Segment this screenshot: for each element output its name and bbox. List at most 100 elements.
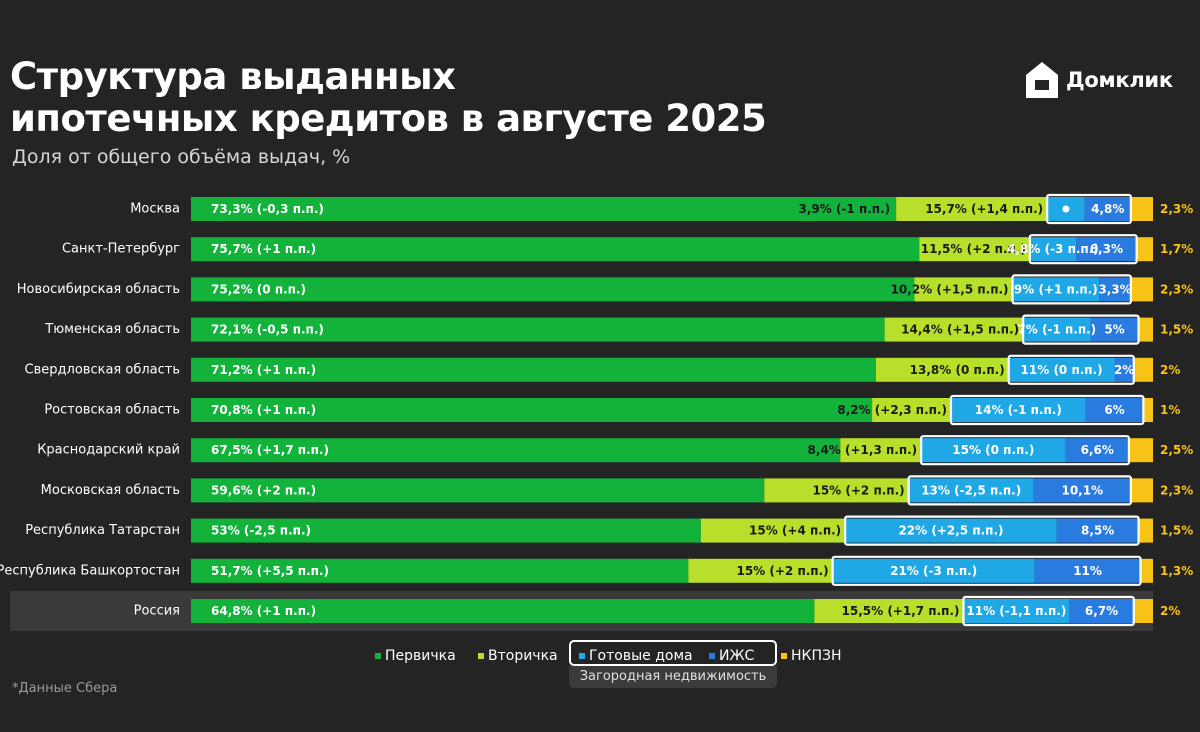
data-label-nkpzn: 1,3% <box>1160 564 1193 578</box>
category-label: Ростовская область <box>44 403 180 418</box>
bar-segment <box>1128 438 1153 463</box>
bar-segment <box>1138 317 1153 342</box>
category-label: Свердловская область <box>25 362 180 377</box>
legend-group-label: Загородная недвижимость <box>569 666 777 688</box>
bar-segment <box>1085 398 1144 422</box>
data-label-nkpzn: 2,3% <box>1160 483 1193 497</box>
legend-item-ready-houses: Готовые дома <box>579 648 693 664</box>
bar-segment <box>1033 478 1131 503</box>
legend-swatch-nkpzn <box>781 653 787 659</box>
bar-segment <box>1065 438 1129 463</box>
bar-segment <box>1133 357 1153 382</box>
data-label-nkpzn: 1,7% <box>1160 242 1193 256</box>
data-label-secondary: 15,7% (+1,4 п.п.) <box>925 202 1043 216</box>
data-label-nkpzn: 2% <box>1160 604 1180 618</box>
suburban-frame <box>920 435 1131 466</box>
data-label-izhs: 8,5% <box>1081 524 1114 538</box>
bar-segment <box>1076 237 1137 262</box>
legend-label-izhs: ИЖС <box>719 648 755 664</box>
data-label-nkpzn: 2,3% <box>1160 282 1193 296</box>
bar-segment <box>191 518 701 543</box>
data-label-ready-houses: 11% (0 п.п.) <box>1021 363 1103 377</box>
bar-segment <box>191 478 765 503</box>
data-label-secondary: 15% (+4 п.п.) <box>749 524 841 538</box>
data-label-izhs: 3,3% <box>1098 282 1131 296</box>
bar-segment <box>191 558 689 583</box>
logo-text: Домклик <box>1066 68 1173 92</box>
bar-segment <box>700 518 846 543</box>
data-label-ready-houses: 21% (-3 п.п.) <box>890 564 977 578</box>
bar-segment <box>845 518 1057 543</box>
data-label-nkpzn: 2,3% <box>1160 202 1193 216</box>
footnote: *Данные Сбера <box>12 681 118 696</box>
data-label-nkpzn: 2% <box>1160 363 1180 377</box>
bar-segment <box>1114 357 1134 382</box>
data-label-ready-houses: 22% (+2,5 п.п.) <box>898 524 1003 538</box>
bar-segment <box>884 317 1024 342</box>
bar-segment <box>814 599 964 623</box>
data-label-izhs: 4,8% <box>1091 202 1124 216</box>
bar-segment <box>1056 518 1139 543</box>
bar-segment <box>919 237 1030 262</box>
data-label-primary: 72,1% (-0,5 п.п.) <box>211 323 324 337</box>
legend-item-secondary: Вторичка <box>478 648 558 664</box>
category-label: Москва <box>130 202 180 217</box>
data-label-nkpzn: 1,5% <box>1160 524 1193 538</box>
suburban-frame <box>1011 274 1132 305</box>
suburban-frame <box>1046 193 1132 225</box>
bar-segment <box>688 558 833 583</box>
suburban-frame <box>907 475 1132 506</box>
legend: Загородная недвижимость Первичка Вторичк… <box>0 640 1200 690</box>
bar-segment <box>921 438 1066 463</box>
suburban-frame <box>962 595 1135 627</box>
chart-title-line1: Структура выданных <box>10 55 456 98</box>
data-label-nkpzn: 1% <box>1160 403 1180 417</box>
data-label-izhs: 6% <box>1104 403 1124 417</box>
data-label-izhs: 6,6% <box>1081 443 1114 457</box>
bar-segment <box>1133 599 1153 623</box>
category-label: Московская область <box>41 483 180 498</box>
suburban-frame <box>1028 234 1138 265</box>
data-label-secondary: 14,4% (+1,5 п.п.) <box>901 323 1019 337</box>
bar-segment <box>832 558 1035 583</box>
data-label-ready-houses: 13% (-2,5 п.п.) <box>921 483 1021 497</box>
data-marker-ready-houses <box>1062 205 1070 213</box>
bar-segment <box>191 197 897 221</box>
bar-segment <box>191 398 873 422</box>
data-label-nkpzn: 2,5% <box>1160 443 1193 457</box>
category-label: Новосибирская область <box>17 282 180 297</box>
data-label-primary: 75,2% (0 п.п.) <box>211 282 306 296</box>
legend-group-frame <box>569 640 777 666</box>
data-label-izhs: 10,1% <box>1061 483 1103 497</box>
legend-item-primary: Первичка <box>375 648 456 664</box>
domclick-house-icon <box>1026 62 1058 98</box>
bar-segment <box>191 277 915 302</box>
legend-swatch-primary <box>375 653 381 659</box>
bar-segment <box>1023 317 1091 342</box>
bar-segment <box>875 357 1009 382</box>
suburban-frame <box>844 515 1140 546</box>
bar-segment <box>191 317 885 342</box>
bar-segment <box>1143 398 1153 422</box>
data-label-primary: 73,3% (-0,3 п.п.) <box>211 202 324 216</box>
bar-segment <box>1130 197 1153 221</box>
data-label-ready-houses: 11% (-1,1 п.п.) <box>966 604 1066 618</box>
category-label: Санкт-Петербург <box>62 242 180 257</box>
bar-segment <box>191 357 876 382</box>
legend-item-izhs: ИЖС <box>709 648 754 664</box>
category-label: Россия <box>134 604 180 619</box>
data-label-ready-houses: 15% (0 п.п.) <box>952 443 1034 457</box>
bar-segment <box>1034 558 1141 583</box>
chart-title-line2: ипотечных кредитов в августе 2025 <box>10 97 767 140</box>
data-label-izhs: 5% <box>1104 323 1124 337</box>
bar-segment <box>1140 558 1153 583</box>
data-label-primary: 53% (-2,5 п.п.) <box>211 524 311 538</box>
bar-segment <box>872 398 951 422</box>
suburban-frame <box>1022 314 1140 345</box>
bar-segment <box>896 197 1048 221</box>
data-label-secondary: 8,4% (+1,3 п.п.) <box>808 443 918 457</box>
data-label-secondary: 15% (+2 п.п.) <box>736 564 828 578</box>
data-label-izhs: 11% <box>1073 564 1102 578</box>
data-label-primary: 64,8% (+1 п.п.) <box>211 604 316 618</box>
stacked-bar-chart: Москва 73,3% (-0,3 п.п.) 15,7% (+1,4 п.п.)… <box>0 193 1193 631</box>
